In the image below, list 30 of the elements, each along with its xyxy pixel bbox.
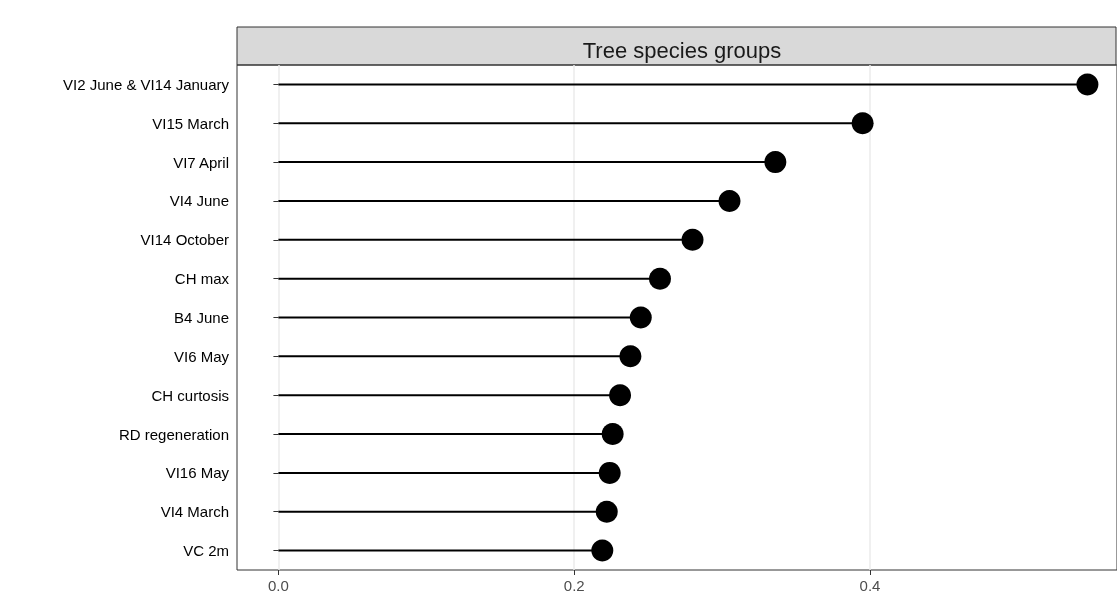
y-tick-label: CH curtosis bbox=[151, 386, 229, 404]
point bbox=[609, 384, 632, 407]
point bbox=[629, 306, 652, 329]
x-tick-label: 0.2 bbox=[563, 577, 585, 594]
y-tick-label: VI15 March bbox=[152, 114, 229, 132]
point bbox=[718, 189, 741, 212]
x-tick-label: 0.4 bbox=[859, 577, 881, 594]
point bbox=[851, 112, 874, 135]
y-tick-label: RD regeneration bbox=[118, 425, 229, 443]
point bbox=[619, 345, 642, 368]
chart-title: Tree species groups bbox=[582, 37, 782, 63]
y-tick-label: VC 2m bbox=[183, 542, 229, 560]
point bbox=[649, 267, 671, 290]
point bbox=[595, 500, 618, 523]
y-tick-label: VI4 March bbox=[160, 503, 229, 521]
point bbox=[591, 539, 614, 562]
y-tick-label: VI6 May bbox=[173, 347, 230, 365]
point bbox=[1076, 73, 1099, 96]
y-tick-label: CH max bbox=[174, 270, 230, 288]
point bbox=[601, 423, 624, 446]
y-tick-label: VI16 May bbox=[165, 464, 230, 482]
y-tick-label: VI14 October bbox=[140, 231, 229, 249]
y-tick-label: VI4 June bbox=[169, 192, 229, 210]
x-tick-label: 0.0 bbox=[267, 577, 289, 594]
point bbox=[598, 461, 621, 484]
point bbox=[681, 228, 704, 251]
y-tick-label: B4 June bbox=[173, 309, 229, 326]
y-tick-label: VI7 April bbox=[173, 153, 229, 171]
point bbox=[764, 151, 787, 174]
y-tick-label: VI2 June & VI14 January bbox=[63, 75, 230, 93]
